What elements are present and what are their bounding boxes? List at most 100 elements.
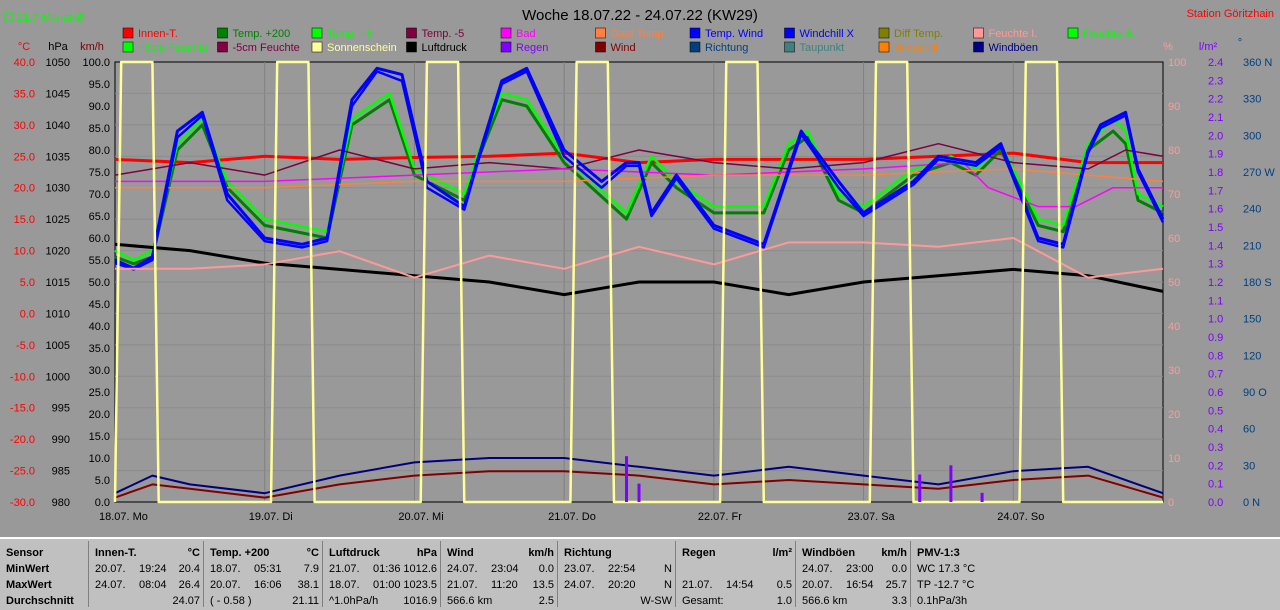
- day-label: 23.07. Sa: [848, 511, 896, 523]
- unit-pressure: hPa: [48, 41, 68, 53]
- table-column-windb-en: Windböen km/h 24.07. 23:00 0.0 20.07. 16:54 25.…: [795, 541, 911, 607]
- rain-tick: 2.0: [1208, 130, 1223, 142]
- rain-tick: 0.2: [1208, 460, 1223, 472]
- direction-tick: 240: [1243, 204, 1261, 216]
- humidity-tick: 80: [1168, 145, 1180, 157]
- series-line-feuchte-i-: [115, 237, 1164, 279]
- temp-tick: -25.0: [10, 466, 35, 478]
- temp-tick: -10.0: [10, 371, 35, 383]
- legend-swatch: [878, 27, 890, 39]
- day-label: 19.07. Di: [249, 511, 293, 523]
- rain-tick: 2.2: [1208, 94, 1223, 106]
- column-title: Temp. +200 °C: [210, 547, 319, 559]
- rain-tick: 0.5: [1208, 405, 1223, 417]
- legend-swatch: [973, 41, 984, 53]
- rain-tick: 0.1: [1208, 479, 1223, 491]
- table-cell-row: 24.07. 23:00 0.0: [802, 563, 907, 575]
- humidity-tick: 70: [1168, 189, 1180, 201]
- table-cell-row: 18.07. 05:31 7.9: [210, 563, 319, 575]
- legend-label: Windchill X: [800, 28, 855, 40]
- direction-tick: 120: [1243, 350, 1261, 362]
- wind-tick: 5.0: [95, 475, 110, 487]
- chart-title: Woche 18.07.22 - 24.07.22 (KW29): [522, 7, 758, 24]
- table-cell-row: 20.07. 16:06 38.1: [210, 579, 319, 591]
- rain-tick: 1.0: [1208, 314, 1223, 326]
- temp-tick: 25.0: [14, 151, 35, 163]
- wind-tick: 95.0: [89, 79, 110, 91]
- legend-swatch: [311, 27, 323, 39]
- table-column-richtung: Richtung 23.07. 22:54 N 24.07. 20:20 N W-SW: [557, 541, 676, 607]
- legend-label: Temp. +5: [327, 28, 373, 40]
- table-column-wind: Wind km/h 24.07. 23:04 0.0 21.07. 11:20 13.5 566…: [440, 541, 558, 607]
- month-avg-marker: [4, 12, 14, 22]
- wind-tick: 80.0: [89, 145, 110, 157]
- legend-label: Gast Temp: [611, 28, 664, 40]
- series-line-sonnenschein: [113, 60, 1163, 504]
- wind-tick: 45.0: [89, 299, 110, 311]
- direction-tick: 150: [1243, 314, 1261, 326]
- wind-tick: 100.0: [82, 57, 110, 69]
- legend-swatch: [406, 41, 417, 53]
- rain-tick: 1.4: [1208, 240, 1223, 252]
- table-cell-row: 24.07. 23:04 0.0: [447, 563, 554, 575]
- series-line-gast-temp: [115, 168, 1164, 189]
- legend-swatch: [217, 27, 228, 39]
- wind-tick: 30.0: [89, 365, 110, 377]
- humidity-tick: 90: [1168, 101, 1180, 113]
- row-label-max: MaxWert: [6, 579, 52, 591]
- unit-direction: °: [1238, 37, 1242, 49]
- rain-tick: 0.6: [1208, 387, 1223, 399]
- legend-label: Richtung: [705, 42, 748, 54]
- humidity-tick: 100: [1168, 57, 1186, 69]
- legend-swatch: [500, 41, 512, 53]
- wind-tick: 35.0: [89, 343, 110, 355]
- wind-tick: 85.0: [89, 123, 110, 135]
- column-title: Windböen km/h: [802, 547, 907, 559]
- temp-tick: 5.0: [20, 277, 35, 289]
- table-cell-row: W-SW: [640, 595, 672, 607]
- pressure-tick: 1025: [46, 214, 70, 226]
- column-title: Regen l/m²: [682, 547, 792, 559]
- weather-chart: 40.0 35.0 30.0 25.0 20.0 15.0 10.0 5.0 0.0 -5.0 -1…: [4, 7, 1275, 523]
- table-cell-row: TP -12.7 °C: [917, 579, 975, 591]
- rain-tick: 0.9: [1208, 332, 1223, 344]
- temp-tick: -15.0: [10, 403, 35, 415]
- table-cell-row: 18.07. 01:00 1023.5: [329, 579, 437, 591]
- series-line-temp-200: [114, 98, 1164, 266]
- row-label-avg: Durchschnitt: [6, 595, 74, 607]
- legend-swatch: [595, 41, 606, 53]
- series-line-wind: [114, 470, 1164, 499]
- legend-label: Wind: [611, 42, 636, 54]
- day-label: 20.07. Mi: [398, 511, 443, 523]
- wind-tick: 10.0: [89, 453, 110, 465]
- legend-label: Sonnenschein: [327, 42, 397, 54]
- wind-tick: 55.0: [89, 255, 110, 267]
- column-title: Richtung: [564, 547, 612, 559]
- day-label: 21.07. Do: [548, 511, 596, 523]
- temp-tick: -5.0: [16, 340, 35, 352]
- series-line-temp-5: [114, 142, 1164, 176]
- row-label-column: Sensor MinWert MaxWert Durchschnitt: [0, 541, 88, 607]
- pressure-tick: 1050: [46, 57, 70, 69]
- rain-tick: 2.3: [1208, 75, 1223, 87]
- temp-tick: -30.0: [10, 497, 35, 509]
- table-cell-row: [682, 561, 792, 577]
- wind-tick: 15.0: [89, 431, 110, 443]
- table-column-luftdruck: Luftdruck hPa 21.07. 01:36 1012.6 18.07. 01:00…: [322, 541, 441, 607]
- legend-swatch: [784, 41, 795, 53]
- row-label-min: MinWert: [6, 563, 50, 575]
- wind-tick: 90.0: [89, 101, 110, 113]
- rain-tick: 0.0: [1208, 497, 1223, 509]
- rain-tick: 1.9: [1208, 149, 1223, 161]
- pressure-tick: 1045: [46, 88, 70, 100]
- rain-tick: 2.4: [1208, 57, 1223, 69]
- rain-tick: 1.8: [1208, 167, 1223, 179]
- series-line-luftdruck: [114, 242, 1164, 297]
- legend-label: Feuchte I.: [989, 28, 1038, 40]
- temp-tick: 0.0: [20, 308, 35, 320]
- legend: Innen-T. Temp. +200 Temp. +5 Temp. -5 Bad Gas…: [122, 27, 1136, 54]
- series-line-temp-5: [114, 92, 1164, 262]
- table-cell-row: 21.07. 01:36 1012.6: [329, 563, 437, 575]
- table-cell-row: WC 17.3 °C: [917, 563, 976, 575]
- humidity-tick: 10: [1168, 453, 1180, 465]
